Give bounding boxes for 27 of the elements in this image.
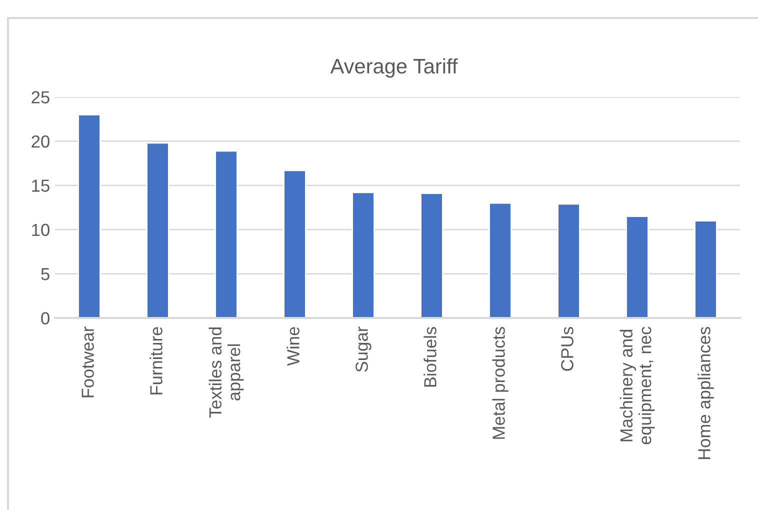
x-tick-label: Machinery and equipment, nec [620, 326, 655, 444]
x-tick-label: Metal products [492, 326, 508, 439]
x-tick-label: CPUs [561, 326, 574, 371]
y-tick-label: 25 [32, 91, 50, 104]
bar [146, 142, 170, 318]
y-tick-label: 0 [41, 312, 50, 324]
bar [78, 114, 101, 318]
y-tick-label: 5 [41, 268, 50, 280]
y-tick-label: 10 [32, 224, 50, 236]
bar [694, 220, 718, 318]
x-tick-label: Textiles and apparel [208, 327, 244, 418]
x-tick-label: Wine [286, 327, 300, 366]
bar [352, 192, 375, 318]
chart-title: Average Tariff [330, 58, 458, 78]
bar [283, 170, 306, 318]
bar [626, 216, 649, 318]
x-tick-label: Biofuels [424, 326, 436, 387]
x-tick-label: Home appliances [698, 326, 714, 460]
x-tick-label: Footwear [82, 326, 94, 398]
bar [420, 192, 444, 318]
bar [557, 203, 580, 318]
y-tick-label: 20 [32, 135, 50, 148]
x-tick-label: Sugar [356, 326, 372, 372]
x-tick-label: Furniture [150, 327, 162, 394]
bar [214, 150, 238, 318]
y-tick-label: 15 [32, 180, 50, 192]
bar [488, 202, 512, 318]
